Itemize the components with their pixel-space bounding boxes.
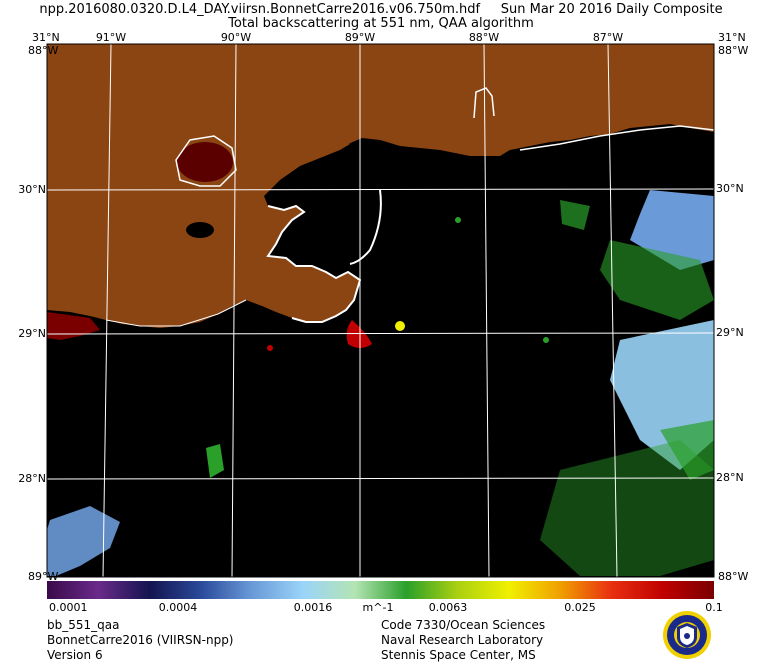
lon-label-88w: 88°W (468, 31, 500, 44)
colorbar-tick-2: 0.0016 (293, 601, 333, 614)
map-title-line2: Total backscattering at 551 nm, QAA algo… (228, 16, 534, 31)
lat-label-left-28n: 28°N (18, 472, 46, 485)
lon-label-87w: 87°W (592, 31, 624, 44)
org-location: Stennis Space Center, MS (381, 648, 536, 662)
meridian-91w (102, 43, 112, 578)
map-title-line1: npp.2016080.0320.D.L4_DAY.viirsn.BonnetC… (39, 2, 723, 17)
lat-label-right-28n: 28°N (716, 471, 744, 484)
product-name: bb_551_qaa (47, 618, 120, 632)
meridian-87w (607, 43, 618, 578)
lat-label-left-29n: 29°N (18, 327, 46, 340)
corner-label-top-right: 31°N (718, 31, 746, 44)
graticule (46, 43, 715, 578)
colorbar-tick-1: 0.0004 (158, 601, 198, 614)
org-name: Naval Research Laboratory (381, 633, 544, 647)
nrl-seal-icon (663, 611, 711, 659)
colorbar-tick-4: 0.025 (564, 601, 596, 614)
colorbar-tick-3: 0.0063 (428, 601, 468, 614)
version-text: Version 6 (47, 648, 103, 662)
lake-pontchartrain (177, 142, 233, 182)
lon-label-89w: 89°W (344, 31, 376, 44)
land-area (47, 44, 714, 328)
lat-label-right-29n: 29°N (716, 326, 744, 339)
corner-label-top-left: 31°N (32, 31, 60, 44)
colorbar-unit: m^-1 (362, 601, 394, 614)
corner-label-left-bottom: 89°W (28, 570, 59, 583)
corner-label-left-top: 88°W (28, 44, 59, 57)
lat-label-right-30n: 30°N (716, 182, 744, 195)
org-code: Code 7330/Ocean Sciences (381, 618, 546, 632)
lon-label-90w: 90°W (220, 31, 252, 44)
corner-label-right-top: 88°W (718, 44, 749, 57)
lon-label-91w: 91°W (95, 31, 127, 44)
meridian-88w (483, 43, 490, 578)
colorbar-tick-0: 0.0001 (49, 601, 88, 614)
lat-label-left-30n: 30°N (18, 183, 46, 196)
meridian-90w (231, 43, 237, 578)
parallel-28n (46, 477, 715, 480)
region-name: BonnetCarre2016 (VIIRSN-npp) (47, 633, 234, 647)
colorbar-tick-5: 0.1 (705, 601, 723, 614)
parallel-30n (46, 188, 715, 191)
parallel-29n (46, 332, 715, 335)
corner-label-right-bottom: 88°W (718, 570, 749, 583)
color-scale-bar (47, 581, 714, 599)
